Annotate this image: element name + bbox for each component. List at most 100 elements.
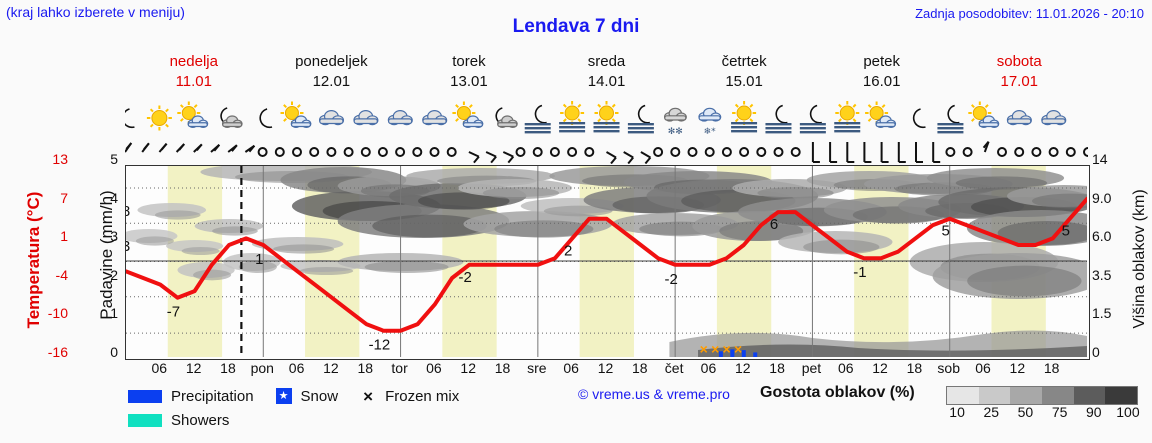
weather-icon-sun-fog <box>559 101 586 133</box>
legend-label-showers: Showers <box>171 411 230 429</box>
weather-icon-moon-fog <box>765 104 792 134</box>
wind-calm-marker <box>721 147 732 157</box>
x-tick-tor: tor <box>391 360 408 376</box>
day-name: petek <box>863 53 901 70</box>
temperature-tick: 13 <box>52 151 68 167</box>
precipitation-bar <box>730 349 735 357</box>
cloud-blob-core <box>494 220 594 238</box>
weather-icon-moon <box>259 108 273 129</box>
wind-calm-marker <box>360 147 371 157</box>
location-menu-note: (kraj lahko izberete v meniju) <box>6 4 185 20</box>
precipitation-tick: 2 <box>110 266 118 283</box>
day-header-sobota: sobota 17.01 <box>950 52 1088 94</box>
cloud-density-swatch <box>1073 387 1106 404</box>
cloud-blob-core <box>967 265 1082 297</box>
cloud-blob-core <box>273 244 335 254</box>
wind-calm-marker <box>292 147 302 157</box>
cloud-density-swatch <box>1010 387 1043 404</box>
temperature-extreme-label: -1 <box>853 264 866 281</box>
cloud-height-tick: 1.5 <box>1092 305 1112 322</box>
weather-icon-cloud <box>318 110 345 126</box>
temperature-extreme-label: 8 <box>126 203 130 220</box>
weather-icon-sun-cloud <box>177 101 209 129</box>
wind-calm-marker <box>653 147 664 157</box>
wind-barb <box>141 142 150 153</box>
wind-barb <box>863 142 872 163</box>
precipitation-bar <box>718 351 723 357</box>
precipitation-tick: 1 <box>110 305 118 322</box>
wind-calm-marker <box>687 147 698 157</box>
precipitation-swatch <box>128 389 162 403</box>
wind-barb <box>640 151 652 165</box>
plot-canvas: -72-12-25-26-15183×××× <box>126 166 1087 357</box>
wind-calm-marker <box>773 147 784 157</box>
day-name: sreda <box>587 53 626 70</box>
cloud-height-axis-ticks: 14 9.0 6.0 3.5 1.5 0 <box>1092 151 1138 360</box>
legend-label-precipitation: Precipitation <box>171 387 254 405</box>
x-tick-18: 18 <box>906 360 923 376</box>
forecast-plot[interactable]: -72-12-25-26-15183×××× <box>125 165 1090 360</box>
x-tick-sob: sob <box>937 360 960 376</box>
wind-barb <box>124 142 133 153</box>
weather-icon-sun-fog <box>834 101 861 133</box>
cloud-height-tick: 3.5 <box>1092 266 1112 283</box>
weather-icon-cloud <box>422 110 448 126</box>
wind-calm-marker <box>962 147 973 157</box>
weather-icon-moon <box>912 108 926 129</box>
weather-icon-cloud-mix: ❄* <box>698 107 722 137</box>
day-header-strip: nedelja 11.01 ponedeljek 12.01 torek 13.01 sre… <box>125 52 1088 94</box>
temperature-tick: 1 <box>60 228 68 245</box>
wind-barb <box>468 151 480 164</box>
wind-calm-marker <box>343 147 354 157</box>
wind-barb <box>605 151 617 165</box>
wind-barb <box>829 142 838 163</box>
legend-item-snow: ★ Snow <box>275 388 338 405</box>
cloud-blob-core <box>955 176 1048 190</box>
frozen-mix-marker: × <box>700 341 708 357</box>
x-tick-čet: čet <box>664 360 684 376</box>
wind-calm-marker <box>377 147 388 157</box>
cloud-blob-core <box>719 221 804 241</box>
cloud-blob-core <box>135 236 174 246</box>
cloud-blob-core <box>757 187 834 199</box>
snow-icon: ★ <box>275 388 292 404</box>
cloud-blob-core <box>193 269 232 281</box>
x-tick-06: 06 <box>151 360 168 376</box>
wind-calm-marker <box>567 147 578 157</box>
day-header-nedelja: nedelja 11.01 <box>125 52 263 94</box>
wind-barb <box>915 142 923 163</box>
cloud-density-scale <box>946 386 1138 405</box>
cloud-blob-core <box>1031 193 1087 209</box>
frozen-mix-marker: × <box>723 341 731 357</box>
day-header-ponedeljek: ponedeljek 12.01 <box>263 52 401 94</box>
x-tick-pon: pon <box>250 360 274 376</box>
cloud-blob-core <box>482 187 560 199</box>
x-tick-18: 18 <box>357 360 374 376</box>
precipitation-bar <box>741 350 746 357</box>
weather-icon-moon-cloud <box>495 107 518 129</box>
cloud-density-scale-labels: 10 25 50 75 90 100 <box>940 404 1145 422</box>
cloud-blob-core <box>299 267 354 275</box>
temperature-extreme-label: 5 <box>942 223 950 240</box>
legend-item-precipitation: Precipitation <box>128 388 254 405</box>
wind-calm-marker <box>257 147 268 157</box>
copyright-link[interactable]: © vreme.us & vreme.pro <box>578 386 730 402</box>
x-tick-06: 06 <box>975 360 991 376</box>
cloud-blob-core <box>364 261 449 273</box>
cloud-density-swatch <box>947 387 979 404</box>
cloud-blob-core <box>238 261 277 273</box>
cloud-density-tick: 90 <box>1085 404 1102 420</box>
day-name: torek <box>452 53 486 70</box>
precipitation-tick: 4 <box>110 189 118 206</box>
weather-icon-moon <box>121 108 135 129</box>
temperature-tick: -16 <box>47 344 68 360</box>
temperature-tick: -10 <box>47 305 68 322</box>
wind-barb <box>811 142 820 163</box>
wind-calm-marker <box>1048 147 1059 157</box>
precipitation-legend: Precipitation ★ Snow × Frozen mix Shower… <box>128 384 648 440</box>
wind-calm-marker <box>446 147 457 157</box>
precipitation-tick: 0 <box>110 344 118 360</box>
wind-barb <box>897 142 906 163</box>
wind-calm-marker <box>532 147 543 157</box>
temperature-axis-ticks: 13 7 1 -4 -10 -16 <box>28 151 68 360</box>
